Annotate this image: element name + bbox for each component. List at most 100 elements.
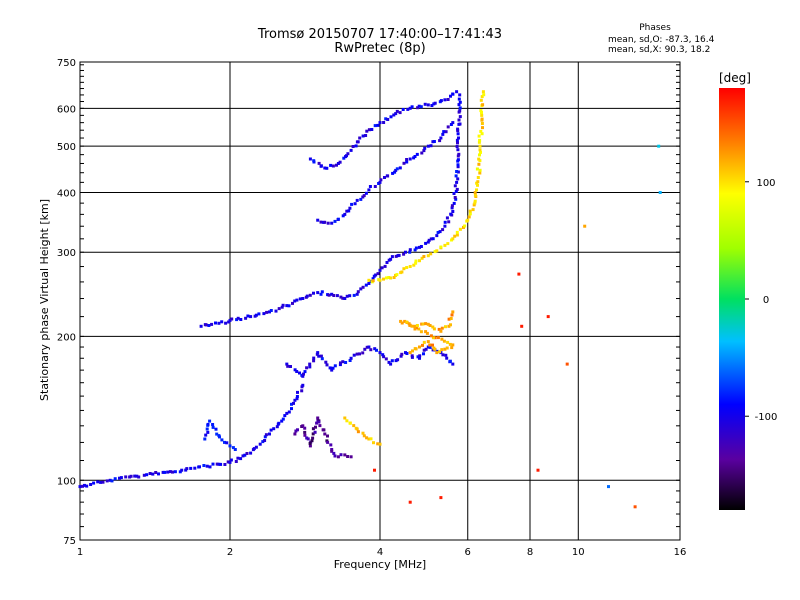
echo-point <box>301 383 305 387</box>
echo-point <box>231 446 235 450</box>
echo-point <box>329 163 333 167</box>
echo-point <box>317 354 321 358</box>
echo-point <box>193 466 197 470</box>
echo-point <box>413 248 417 252</box>
echo-point <box>335 163 338 167</box>
minor-ticks <box>80 64 680 528</box>
echo-point <box>365 436 369 440</box>
echo-point <box>295 395 299 398</box>
y-tick-label: 100 <box>57 476 76 487</box>
echo-point <box>346 152 350 156</box>
echo-point <box>378 442 382 446</box>
echo-point <box>407 322 411 326</box>
echo-point <box>445 356 449 360</box>
echo-point <box>281 417 285 421</box>
echo-point <box>408 250 412 254</box>
echo-point <box>412 263 416 267</box>
echo-point <box>352 293 356 297</box>
echo-point <box>355 427 359 431</box>
echo-point <box>478 153 481 157</box>
echo-point <box>392 276 396 279</box>
echo-point <box>421 343 424 347</box>
echo-point <box>223 440 226 444</box>
echo-point <box>345 294 349 298</box>
echo-point <box>405 160 409 164</box>
echo-point <box>211 462 215 466</box>
echo-point <box>439 329 443 333</box>
echo-point <box>105 479 109 483</box>
echo-point <box>458 109 462 113</box>
echo-point <box>296 390 299 394</box>
echo-point <box>443 224 447 228</box>
x-tick-label: 1 <box>77 547 83 558</box>
echo-point <box>239 457 243 461</box>
echo-point <box>419 105 423 109</box>
echo-point <box>392 113 396 117</box>
echo-point <box>211 423 215 426</box>
echo-point <box>205 427 209 431</box>
echo-point <box>163 470 167 474</box>
echo-point <box>217 462 221 466</box>
echo-point <box>375 348 378 352</box>
echo-point <box>364 283 368 287</box>
echo-point <box>398 111 402 115</box>
echo-point <box>453 184 457 188</box>
echo-point <box>203 437 207 441</box>
echo-point <box>438 350 442 354</box>
echo-point <box>480 117 484 121</box>
echo-point <box>536 468 540 472</box>
echo-point <box>429 334 433 338</box>
echo-point <box>241 454 245 458</box>
echo-point <box>477 157 481 161</box>
echo-point <box>305 366 309 370</box>
echo-point <box>285 304 289 308</box>
echo-point <box>295 298 299 302</box>
echo-point <box>452 201 456 205</box>
echo-point <box>352 353 356 357</box>
echo-point <box>326 434 329 438</box>
echo-point <box>303 430 307 434</box>
echo-point <box>254 445 258 449</box>
echo-point <box>135 474 139 478</box>
echo-point <box>607 485 610 489</box>
echo-point <box>444 130 448 134</box>
echo-point <box>300 389 304 393</box>
echo-point <box>401 108 405 111</box>
echo-point <box>447 317 451 321</box>
echo-point <box>287 304 291 308</box>
echo-point <box>475 167 479 171</box>
echo-point <box>283 414 287 418</box>
echo-point <box>315 352 319 356</box>
echo-point <box>293 299 297 303</box>
echo-point <box>350 202 354 206</box>
echo-point <box>290 407 293 411</box>
echo-point <box>320 357 324 361</box>
echo-point <box>456 170 460 174</box>
echo-point <box>317 420 321 424</box>
echo-point <box>422 352 425 356</box>
echo-point <box>408 351 412 355</box>
echo-point <box>414 347 418 351</box>
echo-point <box>481 90 485 94</box>
echo-point <box>391 171 395 175</box>
echo-point <box>361 431 365 435</box>
echo-point <box>180 468 184 472</box>
echo-point <box>419 330 423 334</box>
echo-point <box>236 316 240 320</box>
echo-point <box>113 477 117 481</box>
echo-point <box>359 287 363 291</box>
echo-point <box>316 416 320 420</box>
echo-point <box>390 359 394 363</box>
echo-point <box>319 164 323 168</box>
echo-point <box>403 319 407 323</box>
echo-point <box>400 321 404 325</box>
echo-point <box>220 438 224 442</box>
echo-point <box>363 347 367 351</box>
echo-point <box>442 130 446 134</box>
echo-point <box>382 121 386 124</box>
echo-point <box>359 197 363 201</box>
echo-point <box>430 104 434 107</box>
echo-point <box>348 421 352 425</box>
echo-point <box>426 345 430 349</box>
